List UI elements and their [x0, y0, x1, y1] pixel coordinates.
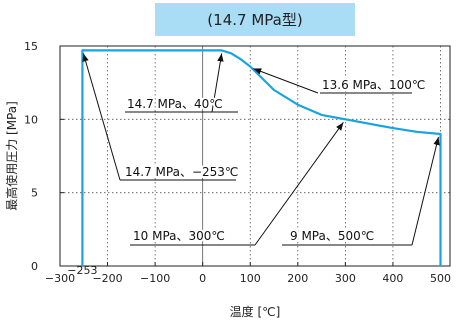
- annotation-leaders: [82, 53, 440, 246]
- x-tick-label: 300: [335, 272, 356, 285]
- annotation-label: 9 MPa、500℃: [290, 229, 374, 243]
- x-tick-label: 0: [199, 272, 206, 285]
- series-layer: [81, 49, 442, 266]
- plot-frame: [59, 45, 451, 267]
- x-tick-label: −300: [45, 272, 75, 285]
- annotation-arrow: [253, 68, 319, 94]
- annotation-label: 14.7 MPa、−253℃: [125, 165, 238, 179]
- x-tick-label: 400: [382, 272, 403, 285]
- annotation-arrow: [411, 136, 440, 246]
- x-tick-label: −100: [140, 272, 170, 285]
- annotation-arrow: [82, 53, 121, 181]
- annotation-arrow: [254, 122, 344, 246]
- annotation-arrow: [211, 53, 224, 113]
- axes: [59, 45, 451, 267]
- x-tick-label: 500: [430, 272, 451, 285]
- annotation-label: 14.7 MPa、40℃: [127, 97, 223, 111]
- x-axis-label: 温度 [℃]: [230, 304, 281, 319]
- y-tick-label: 0: [31, 260, 38, 273]
- y-tick-label: 5: [31, 187, 38, 200]
- chart-title: (14.7 MPa型): [155, 3, 355, 36]
- y-tick-label: 10: [24, 113, 38, 126]
- x-extra-tick-label: −253: [67, 264, 97, 277]
- x-tick-label: 200: [287, 272, 308, 285]
- series-line: [81, 49, 442, 266]
- annotation-label: 10 MPa、300℃: [133, 229, 225, 243]
- x-tick-label: 100: [240, 272, 261, 285]
- y-tick-label: 15: [24, 40, 38, 53]
- annotation-label: 13.6 MPa、100℃: [322, 78, 425, 92]
- tick-labels: −300 −200 −100 0 100 200 300 400 500 0 5 10 15 −253: [24, 40, 451, 285]
- y-axis-label: 最高使用圧力 [MPa]: [4, 101, 19, 211]
- annotation-labels: 13.6 MPa、100℃ 14.7 MPa、40℃ 14.7 MPa、−253℃ 1…: [123, 76, 427, 245]
- x-tick-label: −200: [92, 272, 122, 285]
